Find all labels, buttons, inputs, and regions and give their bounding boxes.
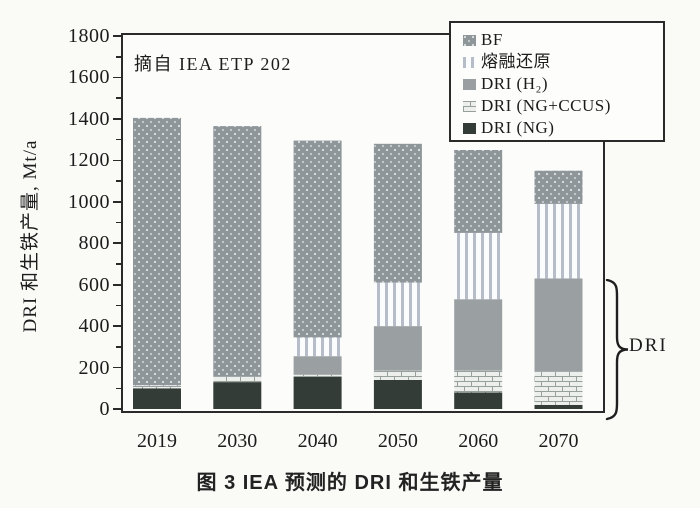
brace-label: DRI: [629, 335, 668, 356]
y-major-tick-200: [113, 366, 121, 369]
h2-swatch-icon: [463, 78, 476, 90]
y-major-tick-1400: [113, 118, 121, 120]
bar-segment-2070-ng: [534, 404, 583, 409]
y-minor-tick-1500: [116, 97, 121, 100]
bar-segment-2040-ng: [293, 376, 342, 409]
legend-label-smelt: 熔融还原: [481, 52, 551, 71]
dri-brace: [605, 279, 629, 421]
y-minor-tick-500: [116, 304, 121, 307]
bar-segment-2050-ccus: [373, 370, 422, 380]
bar-segment-2040-ccus: [293, 374, 342, 377]
bf-swatch-icon: [463, 34, 476, 46]
y-minor-tick-1100: [116, 180, 121, 182]
y-tick-label-1400: 1400: [68, 107, 110, 130]
bar-segment-2070-smelt: [534, 203, 583, 279]
x-tick-label-2060: 2060: [458, 430, 499, 452]
bar-segment-2050-bf: [373, 143, 422, 283]
y-minor-tick-700: [116, 263, 121, 265]
bar-segment-2019-ng: [133, 388, 181, 409]
legend-row-smelt: 熔融还原: [463, 51, 663, 73]
bar-segment-2060-smelt: [454, 232, 503, 300]
bar-segment-2070-bf: [534, 170, 583, 204]
y-tick-label-1000: 1000: [68, 190, 110, 213]
y-major-tick-1600: [113, 76, 121, 79]
bar-segment-2040-h2: [293, 356, 342, 375]
smelt-swatch-icon: [463, 56, 476, 68]
bar-segment-2060-h2: [454, 299, 503, 371]
bar-segment-2060-bf: [454, 150, 503, 233]
y-tick-label-200: 200: [78, 356, 110, 379]
y-axis-title: DRI 和生铁产量, Mt/a: [20, 139, 41, 333]
stacked-bar-chart: [133, 117, 583, 409]
y-minor-tick-100: [116, 387, 121, 390]
ng-swatch-icon: [463, 122, 476, 134]
y-tick-label-600: 600: [78, 273, 110, 296]
y-tick-label-1800: 1800: [68, 25, 110, 47]
source-annotation: 摘自 IEA ETP 202: [134, 54, 292, 74]
y-major-tick-1000: [113, 201, 121, 203]
y-major-tick-800: [113, 242, 121, 245]
y-major-tick-1800: [113, 35, 121, 37]
bar-segment-2030-bf: [213, 126, 262, 377]
legend-label-ccus: DRI (NG+CCUS): [481, 96, 611, 115]
bar-segment-2050-ng: [373, 380, 422, 409]
bar-segment-2019-ccus: [133, 385, 181, 389]
x-tick-label-2040: 2040: [297, 430, 338, 452]
y-tick-label-1200: 1200: [68, 149, 110, 172]
y-major-tick-1200: [113, 159, 121, 162]
y-minor-tick-300: [116, 346, 121, 348]
bar-segment-2030-ng: [213, 382, 262, 409]
figure-caption: 图 3 IEA 预测的 DRI 和生铁产量: [196, 472, 504, 494]
y-major-tick-400: [113, 325, 121, 327]
y-minor-tick-900: [116, 221, 121, 224]
y-major-tick-0: [113, 408, 121, 410]
y-tick-label-800: 800: [78, 232, 110, 255]
legend-label-bf: BF: [481, 30, 503, 49]
legend-label-ng: DRI (NG): [481, 118, 555, 137]
bar-segment-2050-smelt: [373, 282, 422, 327]
legend-row-ccus: DRI (NG+CCUS): [463, 95, 663, 117]
bar-segment-2070-h2: [534, 278, 583, 372]
bar-segment-2040-bf: [293, 140, 342, 338]
y-minor-tick-1300: [116, 138, 121, 141]
legend-row-h2: DRI (H₂): [463, 73, 663, 95]
y-major-tick-600: [113, 283, 121, 286]
bar-segment-2060-ccus: [454, 370, 503, 393]
y-tick-label-400: 400: [78, 315, 110, 338]
bar-segment-2030-ccus: [213, 376, 262, 383]
legend: BF 熔融还原 DRI (H₂) DRI (NG+CCUS) DRI (NG): [449, 21, 665, 142]
legend-label-h2: DRI (H₂): [481, 74, 549, 93]
x-tick-label-2019: 2019: [137, 430, 177, 452]
legend-row-ng: DRI (NG): [463, 117, 663, 139]
bar-segment-2019-bf: [133, 117, 181, 386]
bar-segment-2060-ng: [454, 392, 503, 409]
bar-segment-2070-ccus: [534, 371, 583, 405]
y-tick-label-1600: 1600: [68, 66, 110, 89]
y-tick-label-0: 0: [99, 398, 110, 420]
x-tick-label-2070: 2070: [538, 430, 579, 452]
legend-row-bf: BF: [463, 29, 663, 51]
x-tick-label-2050: 2050: [377, 430, 418, 452]
y-minor-tick-1700: [116, 55, 121, 58]
x-tick-label-2030: 2030: [217, 430, 258, 452]
ccus-swatch-icon: [463, 100, 476, 112]
bar-segment-2050-h2: [373, 326, 422, 371]
bar-segment-2040-smelt: [293, 337, 342, 357]
